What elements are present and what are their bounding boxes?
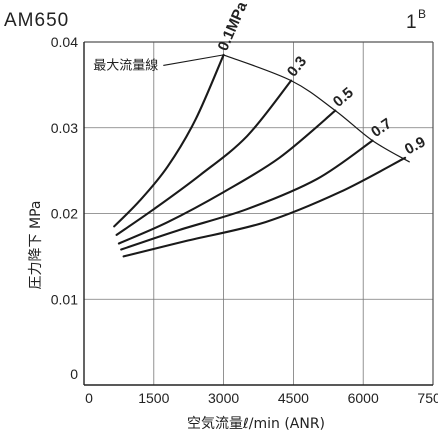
y-tick-label: 0.04 bbox=[51, 34, 78, 50]
max-flow-line bbox=[223, 54, 411, 163]
series-label: 0.5 bbox=[330, 84, 357, 110]
series-layer bbox=[113, 53, 411, 258]
x-tick-label: 4500 bbox=[278, 390, 309, 406]
y-tick-label: 0.01 bbox=[51, 291, 78, 307]
y-tick-label: 0.03 bbox=[51, 120, 78, 136]
y-tick-label: 0 bbox=[70, 366, 78, 382]
grid-layer bbox=[84, 41, 434, 385]
x-axis-title: 空気流量ℓ/min (ANR) bbox=[187, 416, 325, 432]
series-line-1 bbox=[115, 79, 293, 236]
axis-layer bbox=[83, 41, 434, 386]
badge-main: 1 bbox=[406, 12, 417, 33]
series-label: 0.9 bbox=[402, 134, 428, 159]
badge-sup: B bbox=[418, 7, 426, 21]
x-tick-label: 0 bbox=[85, 390, 93, 406]
model-title: AM650 bbox=[4, 10, 69, 31]
series-line-0 bbox=[113, 53, 225, 228]
series-line-2 bbox=[117, 109, 337, 245]
x-tick-label: 3000 bbox=[208, 390, 239, 406]
x-tick-label: 6000 bbox=[348, 390, 379, 406]
series-label: 0.7 bbox=[368, 115, 395, 141]
y-tick-label: 0.02 bbox=[51, 206, 78, 222]
series-label: 0.1MPa bbox=[215, 0, 251, 53]
series-line-3 bbox=[120, 139, 374, 251]
series-label: 0.3 bbox=[284, 53, 310, 80]
max-flow-label: 最大流量線 bbox=[93, 57, 158, 73]
x-tick-label: 1500 bbox=[138, 390, 169, 406]
series-line-4 bbox=[122, 156, 407, 258]
max-flow-leader bbox=[163, 54, 224, 66]
y-axis-title: 圧力降下 MPa bbox=[28, 201, 44, 290]
